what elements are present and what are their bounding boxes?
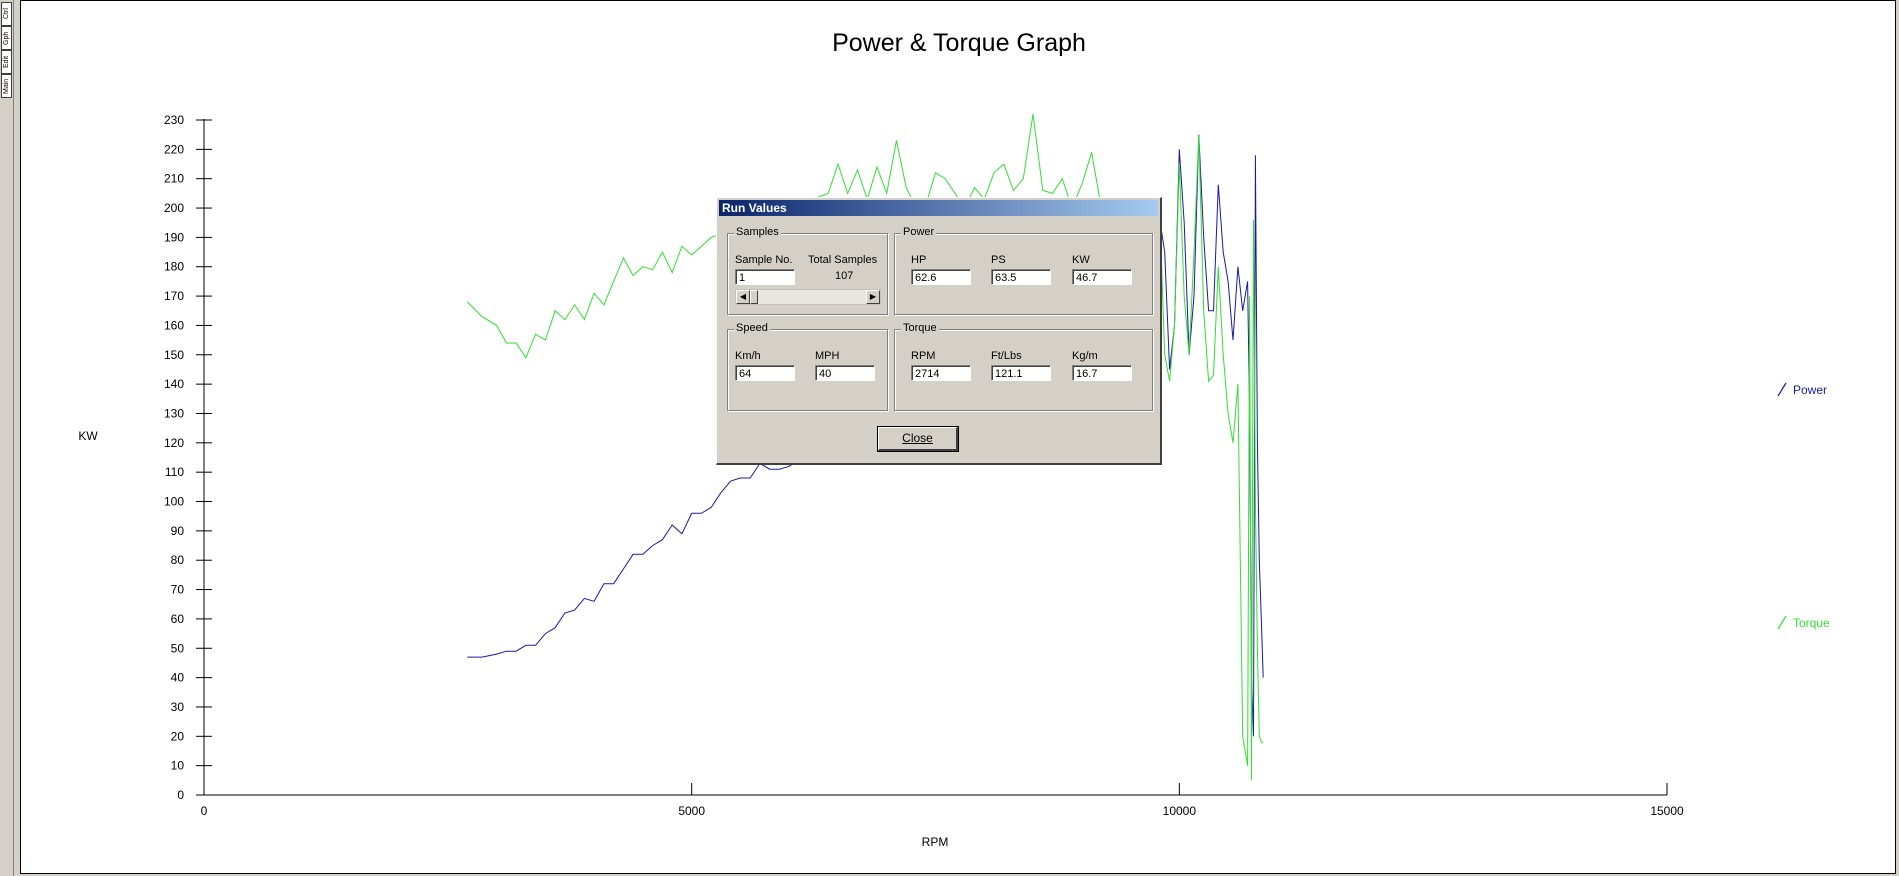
samples-group: Samples Sample No. 1 Total Samples 107 ◀… [727,226,888,315]
side-tab-3[interactable]: Edit [1,50,12,74]
rpm-label: RPM [911,350,936,362]
y-tick-label: 180 [164,260,184,274]
kmh-field[interactable]: 64 [735,365,795,381]
power-group: Power HP 62.6 PS 63.5 KW 46.7 [894,226,1153,315]
kmh-label: Km/h [735,350,761,362]
y-tick-label: 10 [171,759,185,773]
dialog-titlebar[interactable]: Run Values [719,200,1158,216]
speed-group-label: Speed [734,322,770,334]
legend-swatch-power [1777,382,1787,397]
mph-field[interactable]: 40 [815,365,875,381]
y-tick-label: 90 [171,524,185,538]
scroll-right-icon[interactable]: ▶ [866,290,880,304]
torque-group: Torque RPM 2714 Ft/Lbs 121.1 Kg/m 16.7 [894,322,1153,411]
sample-no-label: Sample No. [735,254,793,266]
y-tick-label: 200 [164,201,184,215]
y-tick-label: 170 [164,289,184,303]
y-tick-label: 140 [164,377,184,391]
close-button-label: Close [902,431,933,445]
kw-label: KW [1072,254,1090,266]
hp-field[interactable]: 62.6 [911,269,971,285]
power-torque-chart: Power & Torque Graph01020304050607080901… [78,29,1830,849]
y-tick-label: 130 [164,406,184,420]
kgm-label: Kg/m [1072,350,1098,362]
legend-label-power: Power [1793,383,1827,397]
y-tick-label: 160 [164,318,184,332]
ftlbs-field[interactable]: 121.1 [991,365,1051,381]
chart-title: Power & Torque Graph [832,29,1086,57]
side-tab-4[interactable]: Main [1,74,12,98]
total-samples-value: 107 [835,270,854,282]
side-toolbar: Ctrl Gph Edit Main [0,0,14,876]
y-tick-label: 80 [171,553,185,567]
rpm-field[interactable]: 2714 [911,365,971,381]
y-tick-label: 30 [171,700,185,714]
y-tick-label: 110 [165,465,184,479]
ps-field[interactable]: 63.5 [991,269,1051,285]
x-tick-label: 15000 [1650,804,1684,818]
run-values-dialog: Run Values Samples Sample No. 1 Total Sa… [716,197,1162,465]
y-tick-label: 70 [171,583,185,597]
x-axis-label: RPM [922,835,949,849]
samples-group-label: Samples [734,226,781,238]
y-tick-label: 190 [164,230,184,244]
side-tab-2[interactable]: Gph [1,26,12,50]
legend-swatch-torque [1777,615,1787,630]
sample-scrollbar[interactable]: ◀ ▶ [735,289,881,305]
torque-group-label: Torque [901,322,939,334]
series-line-power [467,134,1264,737]
ps-label: PS [991,254,1006,266]
kgm-field[interactable]: 16.7 [1072,365,1132,381]
x-tick-label: 5000 [678,804,705,818]
scroll-left-icon[interactable]: ◀ [736,290,750,304]
series-line-torque [466,114,1264,781]
kw-field[interactable]: 46.7 [1072,269,1132,285]
y-tick-label: 40 [171,671,185,685]
speed-group: Speed Km/h 64 MPH 40 [727,322,888,411]
x-tick-label: 10000 [1163,804,1197,818]
legend-label-torque: Torque [1793,616,1830,630]
y-tick-label: 120 [164,436,184,450]
x-tick-label: 0 [201,804,208,818]
y-tick-label: 100 [164,495,184,509]
mph-label: MPH [815,350,840,362]
total-samples-label: Total Samples [808,254,878,266]
side-tab-1[interactable]: Ctrl [1,2,12,26]
y-tick-label: 230 [164,113,184,127]
y-tick-label: 20 [171,729,185,743]
y-tick-label: 220 [164,142,184,156]
y-tick-label: 0 [177,788,184,802]
y-axis-label: KW [78,429,98,443]
y-tick-label: 60 [171,612,185,626]
y-tick-label: 50 [171,641,185,655]
hp-label: HP [911,254,927,266]
ftlbs-label: Ft/Lbs [991,350,1022,362]
y-tick-label: 150 [164,348,184,362]
y-tick-label: 210 [164,172,184,186]
sample-no-field[interactable]: 1 [735,269,795,285]
scroll-thumb[interactable] [750,290,758,304]
power-group-label: Power [901,226,937,238]
close-button[interactable]: Close [877,426,959,452]
